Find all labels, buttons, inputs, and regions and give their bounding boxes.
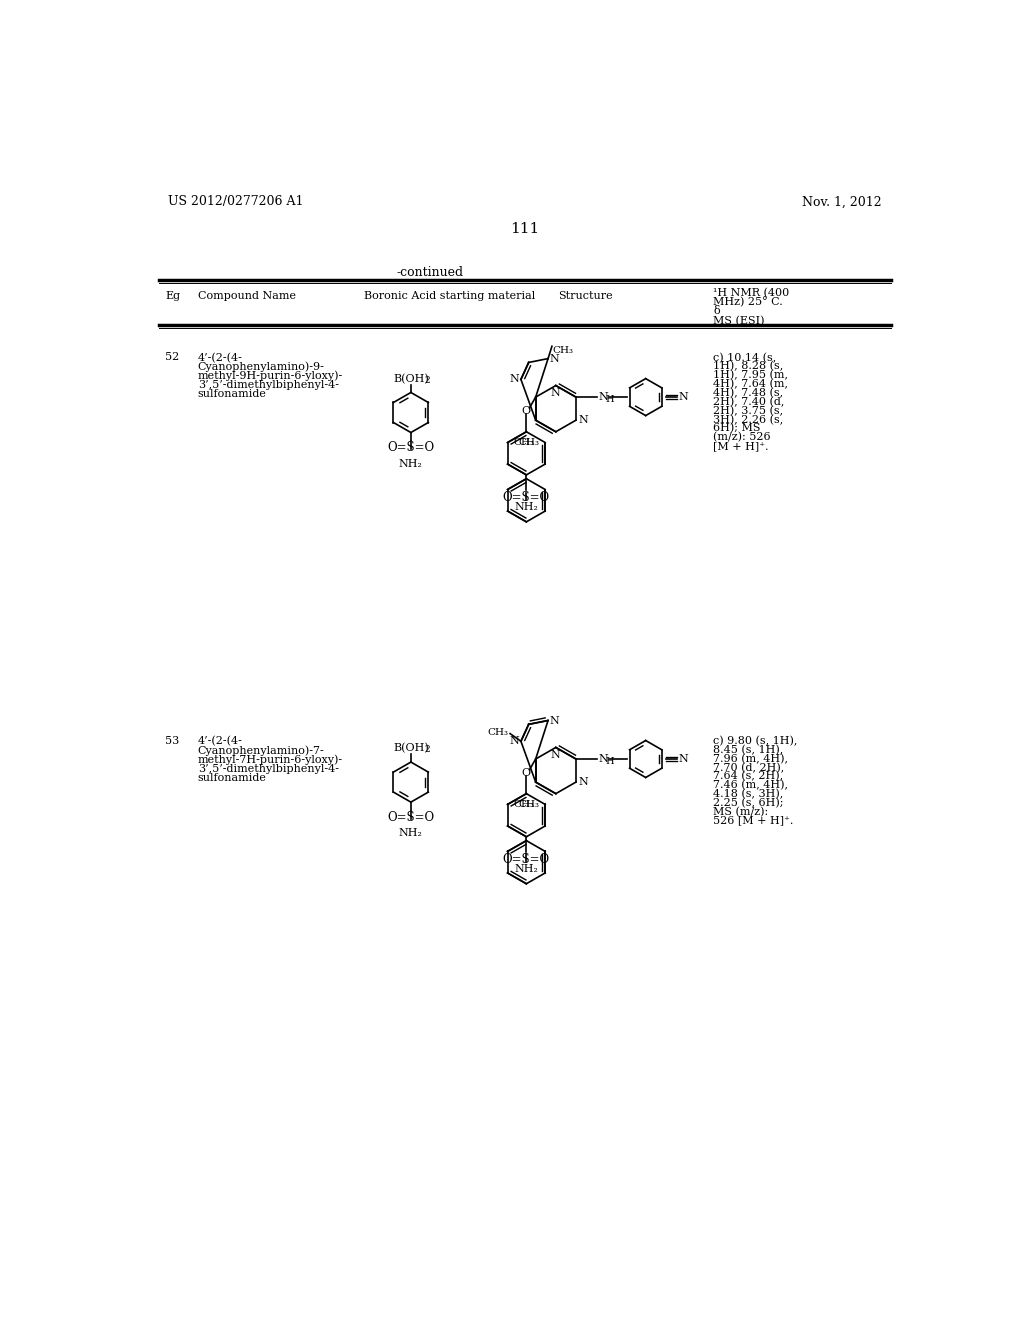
- Text: Cyanophenylamino)-9-: Cyanophenylamino)-9-: [198, 362, 325, 372]
- Text: Eg: Eg: [165, 290, 180, 301]
- Text: (m/z): 526: (m/z): 526: [713, 432, 771, 442]
- Text: O: O: [522, 407, 530, 416]
- Text: N: N: [510, 375, 519, 384]
- Text: 4H), 7.64 (m,: 4H), 7.64 (m,: [713, 379, 788, 389]
- Text: methyl-7H-purin-6-yloxy)-: methyl-7H-purin-6-yloxy)-: [198, 755, 343, 766]
- Text: O=S=O: O=S=O: [387, 441, 434, 454]
- Text: 6H); MS: 6H); MS: [713, 424, 761, 433]
- Text: δ: δ: [713, 306, 720, 317]
- Text: Structure: Structure: [558, 290, 612, 301]
- Text: 4’-(2-(4-: 4’-(2-(4-: [198, 737, 243, 746]
- Text: N: N: [550, 715, 559, 726]
- Text: c) 10.14 (s,: c) 10.14 (s,: [713, 352, 776, 363]
- Text: sulfonamide: sulfonamide: [198, 774, 266, 783]
- Text: -continued: -continued: [396, 267, 464, 280]
- Text: NH₂: NH₂: [399, 829, 423, 838]
- Text: B(OH): B(OH): [393, 743, 429, 754]
- Text: MS (m/z):: MS (m/z):: [713, 807, 768, 817]
- Text: MHz) 25° C.: MHz) 25° C.: [713, 297, 783, 308]
- Text: 2H), 3.75 (s,: 2H), 3.75 (s,: [713, 405, 783, 416]
- Text: MS (ESI): MS (ESI): [713, 315, 765, 326]
- Text: 7.46 (m, 4H),: 7.46 (m, 4H),: [713, 780, 788, 791]
- Text: N: N: [550, 388, 560, 397]
- Text: H: H: [605, 395, 614, 404]
- Text: 2: 2: [425, 746, 430, 755]
- Text: 111: 111: [510, 222, 540, 235]
- Text: 7.64 (s, 2H),: 7.64 (s, 2H),: [713, 771, 783, 781]
- Text: N: N: [550, 354, 559, 363]
- Text: [M + H]⁺.: [M + H]⁺.: [713, 441, 769, 451]
- Text: Cyanophenylamino)-7-: Cyanophenylamino)-7-: [198, 744, 325, 756]
- Text: 7.96 (m, 4H),: 7.96 (m, 4H),: [713, 754, 788, 764]
- Text: CH₃: CH₃: [553, 346, 573, 355]
- Text: 53: 53: [165, 737, 179, 746]
- Text: N: N: [678, 392, 688, 403]
- Text: 3’,5’-dimethylbiphenyl-4-: 3’,5’-dimethylbiphenyl-4-: [198, 380, 339, 391]
- Text: NH₂: NH₂: [399, 459, 423, 469]
- Text: 7.70 (d, 2H),: 7.70 (d, 2H),: [713, 763, 784, 772]
- Text: 2.25 (s, 6H);: 2.25 (s, 6H);: [713, 797, 783, 808]
- Text: N: N: [579, 416, 588, 425]
- Text: O: O: [522, 768, 530, 777]
- Text: N: N: [510, 737, 519, 746]
- Text: CH₃: CH₃: [518, 438, 539, 447]
- Text: H: H: [605, 756, 614, 766]
- Text: 8.45 (s, 1H),: 8.45 (s, 1H),: [713, 744, 783, 755]
- Text: 4.18 (s, 3H),: 4.18 (s, 3H),: [713, 789, 783, 800]
- Text: NH₂: NH₂: [514, 502, 539, 512]
- Text: CH₃: CH₃: [514, 800, 535, 809]
- Text: 2H), 7.40 (d,: 2H), 7.40 (d,: [713, 397, 784, 407]
- Text: 52: 52: [165, 352, 179, 363]
- Text: 2: 2: [425, 376, 430, 385]
- Text: US 2012/0277206 A1: US 2012/0277206 A1: [168, 195, 304, 209]
- Text: 1H), 7.95 (m,: 1H), 7.95 (m,: [713, 370, 788, 380]
- Text: 3H), 2.26 (s,: 3H), 2.26 (s,: [713, 414, 783, 425]
- Text: c) 9.80 (s, 1H),: c) 9.80 (s, 1H),: [713, 737, 798, 746]
- Text: N: N: [598, 392, 608, 403]
- Text: O=S=O: O=S=O: [503, 853, 550, 866]
- Text: B(OH): B(OH): [393, 374, 429, 384]
- Text: 4H), 7.48 (s,: 4H), 7.48 (s,: [713, 388, 783, 399]
- Text: Compound Name: Compound Name: [198, 290, 296, 301]
- Text: CH₃: CH₃: [514, 438, 535, 447]
- Text: N: N: [678, 754, 688, 764]
- Text: CH₃: CH₃: [518, 800, 539, 809]
- Text: Boronic Acid starting material: Boronic Acid starting material: [365, 290, 536, 301]
- Text: 526 [M + H]⁺.: 526 [M + H]⁺.: [713, 816, 794, 825]
- Text: O=S=O: O=S=O: [387, 810, 434, 824]
- Text: methyl-9H-purin-6-yloxy)-: methyl-9H-purin-6-yloxy)-: [198, 371, 343, 381]
- Text: N: N: [579, 777, 588, 787]
- Text: NH₂: NH₂: [514, 863, 539, 874]
- Text: Nov. 1, 2012: Nov. 1, 2012: [802, 195, 882, 209]
- Text: O=S=O: O=S=O: [503, 491, 550, 504]
- Text: sulfonamide: sulfonamide: [198, 389, 266, 400]
- Text: ¹H NMR (400: ¹H NMR (400: [713, 288, 790, 298]
- Text: 3’,5’-dimethylbiphenyl-4-: 3’,5’-dimethylbiphenyl-4-: [198, 763, 339, 774]
- Text: 1H), 8.28 (s,: 1H), 8.28 (s,: [713, 362, 783, 372]
- Text: N: N: [550, 750, 560, 760]
- Text: N: N: [598, 754, 608, 764]
- Text: 4’-(2-(4-: 4’-(2-(4-: [198, 352, 243, 363]
- Text: CH₃: CH₃: [487, 729, 509, 738]
